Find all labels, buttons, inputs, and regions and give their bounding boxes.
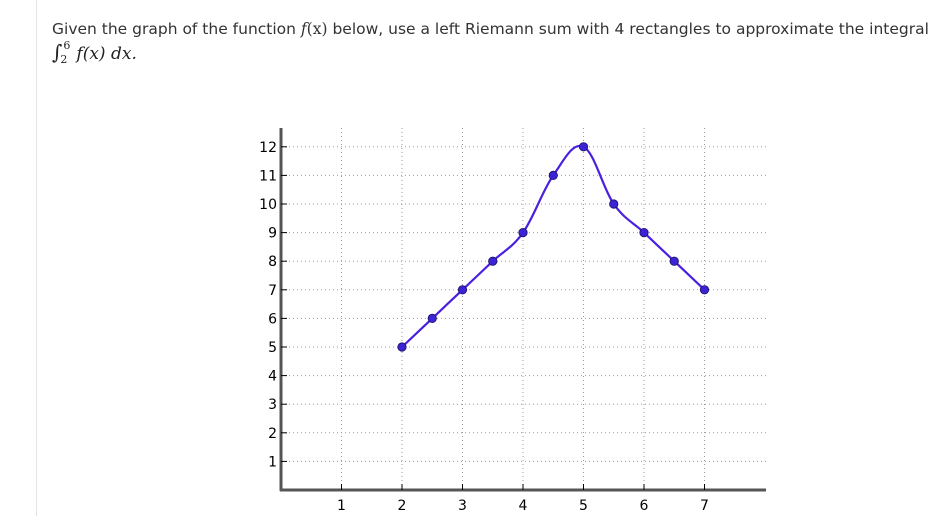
x-tick-label-2: 2	[398, 498, 407, 514]
data-point-6	[548, 170, 558, 180]
data-point-1	[397, 342, 407, 352]
y-tick-label-11: 11	[259, 168, 277, 184]
data-point-3	[457, 285, 468, 295]
axes	[279, 128, 766, 492]
question-text: Given the graph of the function f(x) bel…	[52, 16, 932, 42]
x-tick-label-4: 4	[519, 498, 528, 514]
integral-integrand: f(x) dx.	[76, 44, 137, 64]
x-tick-label-7: 7	[700, 498, 709, 514]
x-tick-label-6: 6	[640, 498, 649, 514]
y-tick-label-9: 9	[268, 226, 277, 242]
y-tick-label-1: 1	[268, 454, 277, 470]
data-point-2	[427, 313, 437, 323]
function-argument: (x)	[306, 20, 328, 38]
y-tick-label-6: 6	[268, 311, 277, 327]
y-tick-label-7: 7	[268, 283, 277, 299]
page-left-border	[0, 0, 37, 516]
y-tick-label-3: 3	[268, 397, 277, 413]
y-tick-label-12: 12	[259, 140, 277, 156]
data-points	[397, 142, 710, 352]
question-middle: below, use a left Riemann sum with	[327, 20, 615, 38]
data-point-7	[578, 142, 589, 152]
integral-symbol: ∫	[52, 40, 63, 64]
y-tick-label-4: 4	[268, 369, 277, 385]
data-point-4	[488, 256, 498, 266]
rectangle-count: 4	[614, 20, 625, 38]
question-before: Given the graph of the function	[52, 20, 301, 38]
x-tick-label-5: 5	[579, 498, 588, 514]
question-after: rectangles to approximate the integral	[624, 20, 929, 38]
y-tick-label-5: 5	[268, 340, 277, 356]
data-point-10	[669, 256, 679, 266]
y-tick-label-10: 10	[259, 197, 277, 213]
data-point-8	[609, 199, 619, 209]
integral-expression: ∫26 f(x) dx.	[52, 39, 137, 67]
grid-lines	[281, 128, 766, 490]
data-point-11	[699, 285, 710, 295]
y-tick-label-8: 8	[268, 254, 277, 270]
data-point-5	[518, 228, 528, 238]
x-tick-label-3: 3	[458, 498, 467, 514]
y-tick-label-2: 2	[268, 426, 277, 442]
integral-upper-bound: 6	[63, 39, 71, 53]
function-name: f(x)	[301, 20, 328, 38]
integral-lower-bound: 2	[60, 53, 68, 67]
function-symbol: f	[300, 20, 307, 38]
data-point-9	[639, 228, 649, 238]
x-tick-label-1: 1	[337, 498, 346, 514]
